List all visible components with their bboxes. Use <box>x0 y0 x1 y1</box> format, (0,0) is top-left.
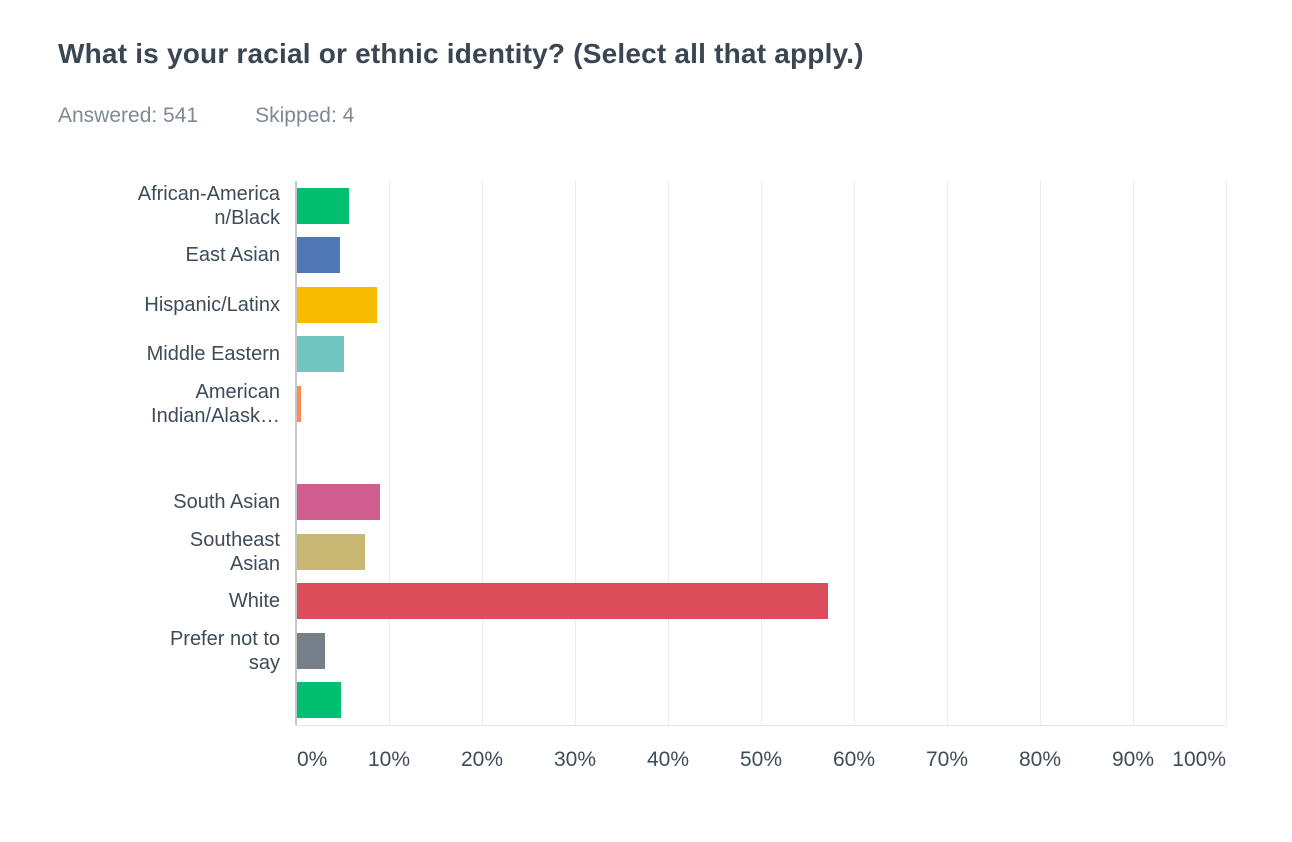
category-label-south-asian: South Asian <box>173 491 280 514</box>
x-tick-label-50: 50% <box>739 748 783 771</box>
gridline-100% <box>1226 181 1227 725</box>
gridline-10% <box>389 181 390 725</box>
category-label-african-america-n-black: African-America n/Black <box>137 182 280 229</box>
gridline-50% <box>761 181 762 725</box>
question-title: What is your racial or ethnic identity? … <box>58 38 864 69</box>
bar-african-america-n-black <box>297 187 350 224</box>
category-label-middle-eastern: Middle Eastern <box>146 343 280 366</box>
x-tick-label-80: 80% <box>1018 748 1062 771</box>
x-axis-baseline <box>296 725 1226 726</box>
x-tick-label-90: 90% <box>1111 748 1155 771</box>
bar-southeast-asian <box>297 533 365 570</box>
gridline-70% <box>947 181 948 725</box>
bar-american-indian-alask <box>297 385 301 422</box>
response-stats: Answered: 541 Skipped: 4 <box>58 104 354 128</box>
answered-count: Answered: 541 <box>58 104 199 127</box>
x-tick-label-20: 20% <box>460 748 504 771</box>
gridline-20% <box>482 181 483 725</box>
gridline-30% <box>575 181 576 725</box>
category-label-east-asian: East Asian <box>185 244 280 267</box>
gridline-40% <box>668 181 669 725</box>
x-tick-label-60: 60% <box>832 748 876 771</box>
x-tick-label-30: 30% <box>553 748 597 771</box>
bar-south-asian <box>297 484 380 521</box>
x-tick-label-70: 70% <box>925 748 969 771</box>
category-label-white: White <box>228 590 280 613</box>
gridline-60% <box>854 181 855 725</box>
x-tick-label-40: 40% <box>646 748 690 771</box>
y-axis-line <box>295 181 297 725</box>
bar-prefer-not-to-say <box>297 632 325 669</box>
category-label-hispanic-latinx: Hispanic/Latinx <box>144 293 280 316</box>
skipped-count: Skipped: 4 <box>255 104 355 127</box>
bar-middle-eastern <box>297 336 345 373</box>
bar-row-11 <box>297 682 341 719</box>
gridline-80% <box>1040 181 1041 725</box>
category-label-prefer-not-to-say: Prefer not to say <box>169 627 280 674</box>
category-label-american-indian-alask: American Indian/Alask… <box>151 380 280 427</box>
bar-east-asian <box>297 237 340 274</box>
bar-hispanic-latinx <box>297 286 377 323</box>
category-label-southeast-asian: Southeast Asian <box>189 528 280 575</box>
bar-white <box>297 583 829 620</box>
gridline-90% <box>1133 181 1134 725</box>
x-tick-label-0: 0% <box>297 748 328 771</box>
x-tick-label-10: 10% <box>367 748 411 771</box>
x-tick-label-100: 100% <box>1172 748 1226 771</box>
